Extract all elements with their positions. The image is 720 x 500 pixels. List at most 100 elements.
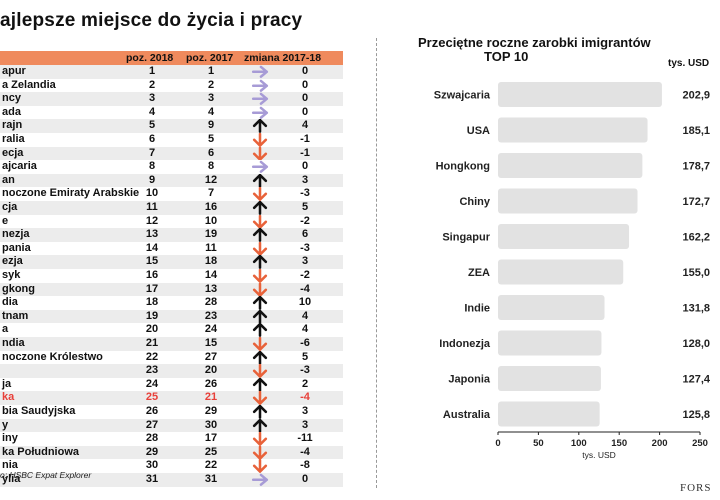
arrow-up-icon (252, 309, 268, 324)
table-row: ajcaria 8 8 0 (0, 160, 343, 174)
position-2018: 30 (145, 459, 159, 472)
position-change: 3 (301, 173, 309, 186)
category-label: USA (467, 125, 490, 137)
country-name: nezja (2, 228, 30, 241)
position-2017: 25 (204, 445, 218, 458)
position-2017: 18 (204, 255, 218, 268)
country-name: ralia (2, 133, 25, 145)
table-row: ralia 6 5 -1 (0, 133, 343, 147)
arrow-up-icon (252, 296, 268, 310)
position-2017: 10 (204, 214, 218, 227)
table-row: e 12 10 -2 (0, 214, 343, 229)
header-2017: poz. 2017 (186, 52, 234, 64)
position-2018: 12 (145, 214, 159, 227)
position-2017: 19 (204, 228, 218, 241)
country-name: ka (2, 391, 15, 404)
bar (498, 366, 601, 391)
bar (498, 259, 624, 285)
position-2018: 4 (148, 105, 156, 118)
category-label: Indie (464, 303, 490, 315)
table-row: ezja 15 18 3 (0, 255, 343, 269)
arrow-down-icon (252, 214, 268, 229)
position-change: 6 (301, 228, 309, 241)
position-change: 2 (301, 377, 309, 390)
position-2017: 22 (204, 459, 218, 472)
country-name: ecja (2, 146, 24, 159)
country-name: noczone Emiraty Arabskie (2, 187, 140, 200)
table-row: ylia 31 31 0 (0, 473, 343, 487)
country-name: tnam (2, 309, 29, 322)
arrow-up-icon (252, 201, 268, 215)
value-label: 155,0 (682, 267, 710, 279)
position-change: -11 (297, 432, 313, 445)
country-name: ncy (2, 92, 21, 105)
position-2017: 9 (207, 119, 215, 132)
position-2018: 14 (145, 241, 159, 254)
table-row: apur 1 1 0 (0, 65, 343, 79)
x-tick-label: 50 (533, 438, 544, 449)
table-row: ndia 21 15 -6 (0, 337, 343, 351)
table-row: ja 24 26 2 (0, 377, 343, 392)
position-change: -2 (300, 214, 310, 227)
country-name: an (2, 173, 15, 186)
x-axis-label: tys. USD (582, 450, 616, 460)
arrow-right-icon (251, 92, 269, 106)
arrow-down-icon (252, 146, 268, 161)
arrow-down-icon (252, 241, 268, 256)
country-name: e (2, 214, 9, 227)
position-change: -3 (300, 241, 310, 254)
ranking-table-panel: ajlepsze miejsce do życia i pracy poz. 2… (0, 10, 343, 487)
position-2018: 22 (145, 350, 159, 363)
table-title: ajlepsze miejsce do życia i pracy (0, 10, 303, 31)
arrow-down-icon (252, 187, 268, 201)
country-name: syk (2, 269, 21, 281)
table-row: ka Południowa 29 25 -4 (0, 445, 343, 460)
position-2017: 27 (204, 350, 218, 363)
country-name: dia (2, 296, 18, 309)
country-name: a Zelandia (2, 78, 56, 91)
position-change: -4 (300, 445, 310, 458)
position-2017: 2 (207, 78, 215, 91)
country-name: ada (2, 105, 21, 118)
position-2017: 26 (204, 377, 218, 390)
position-2017: 11 (205, 241, 217, 254)
bar (498, 117, 648, 143)
country-name: bia Saudyjska (2, 405, 76, 417)
position-2017: 21 (204, 391, 218, 404)
table-row: a Zelandia 2 2 0 (0, 79, 343, 93)
category-label: ZEA (468, 267, 490, 279)
position-2018: 23 (145, 364, 159, 377)
header-change: zmiana 2017-18 (244, 52, 322, 64)
arrow-up-icon (252, 119, 268, 133)
arrow-down-icon (252, 459, 268, 473)
category-label: Szwajcaria (434, 90, 491, 102)
value-label: 162,2 (682, 232, 710, 244)
position-2018: 31 (145, 473, 159, 485)
brand-logo: FORS (680, 482, 712, 494)
position-2018: 26 (145, 405, 159, 417)
chart-title-block: Przeciętne roczne zarobki imigrantów TOP… (418, 36, 708, 64)
position-2017: 16 (204, 201, 218, 213)
position-change: 5 (301, 350, 309, 363)
position-2018: 21 (145, 337, 159, 349)
position-change: 0 (301, 92, 309, 105)
x-tick-label: 100 (571, 438, 587, 449)
table-row: iny 28 17 -11 (0, 432, 343, 446)
position-change: 0 (301, 65, 309, 77)
position-2017: 23 (204, 309, 218, 322)
position-2018: 19 (145, 309, 159, 322)
position-2018: 13 (145, 228, 159, 241)
position-2018: 2 (148, 78, 156, 91)
position-2018: 10 (145, 187, 159, 200)
arrow-down-icon (252, 282, 268, 297)
table-row: 23 20 -3 (0, 364, 343, 378)
position-change: 0 (301, 78, 309, 91)
position-change: -3 (300, 187, 310, 200)
country-name: cja (2, 201, 18, 213)
country-name: ndia (2, 337, 25, 349)
bar (498, 153, 643, 178)
position-2018: 20 (145, 323, 159, 336)
position-2018: 24 (145, 377, 159, 390)
position-2018: 28 (145, 432, 159, 445)
x-tick-label: 200 (652, 438, 668, 449)
